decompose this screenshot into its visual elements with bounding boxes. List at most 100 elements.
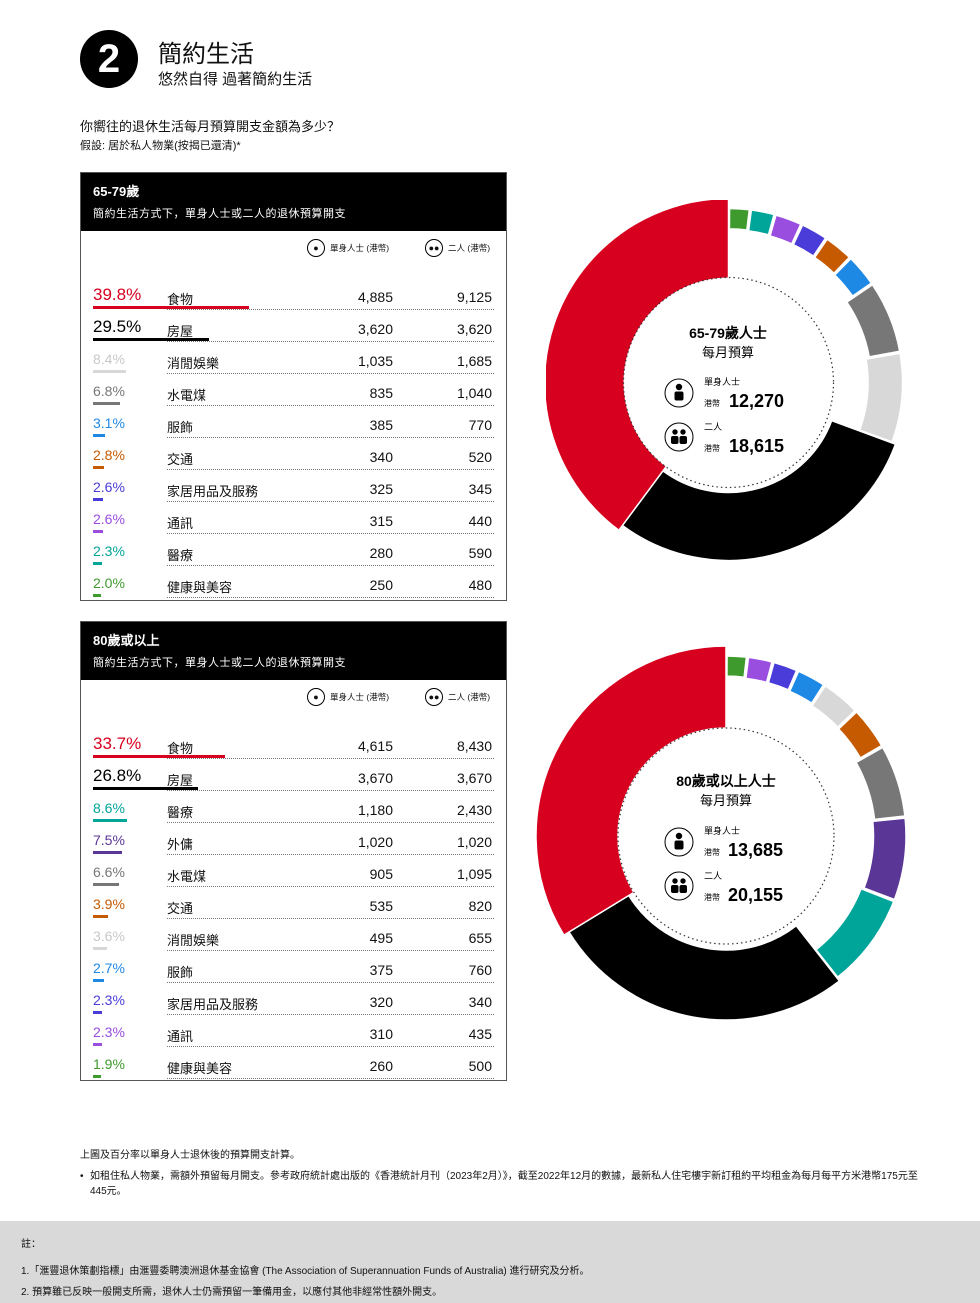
donut-center-title: 65-79歲人士 (689, 325, 767, 341)
row-couple-value: 345 (468, 481, 492, 497)
row-single-value: 250 (369, 577, 393, 593)
two-persons-icon: ●● (425, 239, 443, 257)
row-divider (167, 405, 494, 406)
row-category: 食物 (167, 292, 194, 307)
row-couple-value: 1,040 (456, 385, 492, 401)
donut-slice (837, 710, 883, 759)
row-share-bar (93, 498, 104, 501)
row-single-value: 385 (369, 417, 393, 433)
budget-rows: 33.7% 食物 4,615 8,430 26.8% 房屋 3,670 3,670 8.6% 醫療… (81, 728, 506, 1080)
row-percentage: 2.3% (93, 1024, 125, 1040)
row-divider (167, 469, 494, 470)
row-share-bar (93, 562, 102, 565)
currency-label: 港幣 (704, 398, 720, 408)
single-label: 單身人士 (704, 825, 740, 836)
table-row: 29.5% 房屋 3,620 3,620 (81, 311, 506, 343)
row-couple-value: 1,095 (456, 866, 492, 882)
single-total-value: 13,685 (728, 840, 783, 860)
row-category: 家居用品及服務 (167, 997, 259, 1012)
donut-slice (747, 209, 775, 236)
row-category: 健康與美容 (167, 580, 233, 595)
row-percentage: 7.5% (93, 832, 125, 848)
row-single-value: 340 (369, 449, 393, 465)
row-percentage: 6.6% (93, 864, 125, 880)
row-couple-value: 8,430 (456, 738, 492, 754)
row-percentage: 1.9% (93, 1056, 125, 1072)
footnote-2: 2. 預算雖已反映一般開支所需，退休人士仍需預留一筆備用金，以應付其他非經常性額… (21, 1287, 443, 1298)
row-category: 外傭 (167, 837, 194, 852)
row-divider (167, 982, 494, 983)
row-category: 水電煤 (167, 869, 207, 884)
rent-note: • 如租住私人物業，需額外預留每月開支。參考政府統計處出版的《香港統計月刊（20… (80, 1169, 920, 1199)
person-icon (674, 383, 684, 401)
row-couple-value: 340 (468, 994, 492, 1010)
donut-slice (769, 214, 802, 245)
row-divider (167, 918, 494, 919)
donut-slice (728, 207, 751, 231)
row-couple-value: 520 (468, 449, 492, 465)
two-persons-icon (671, 429, 687, 444)
column-label-couple: 二人 (港幣) (448, 692, 491, 702)
row-couple-value: 1,020 (456, 834, 492, 850)
table-row: 2.6% 通訊 315 440 (81, 503, 506, 535)
section-number-badge: 2 (80, 30, 138, 88)
row-share-bar (93, 402, 120, 405)
row-share-bar (93, 370, 126, 373)
single-person-total: 單身人士 港幣 13,685 (664, 825, 783, 860)
row-percentage: 26.8% (93, 766, 142, 785)
row-single-value: 1,020 (357, 834, 393, 850)
panel-title: 80歲或以上 (93, 633, 160, 648)
person-icon: ● (307, 239, 325, 257)
table-row: 2.8% 交通 340 520 (81, 439, 506, 471)
two-persons-icon (671, 878, 687, 893)
bullet-mark: • (80, 1171, 84, 1182)
single-total-value: 12,270 (729, 391, 784, 411)
row-couple-value: 1,685 (456, 353, 492, 369)
row-category: 房屋 (167, 773, 194, 788)
table-row: 3.6% 消閒娛樂 495 655 (81, 920, 506, 952)
currency-label: 港幣 (704, 443, 720, 453)
donut-slice (788, 670, 825, 705)
assumption-text: 假設: 居於私人物業(按揭已還清)* (80, 140, 241, 152)
currency-label: 港幣 (704, 892, 720, 902)
row-share-bar (93, 979, 104, 982)
panel-title: 65-79歲 (93, 184, 140, 199)
row-divider (167, 309, 494, 310)
row-divider (167, 501, 494, 502)
table-row: 2.0% 健康與美容 250 480 (81, 567, 506, 599)
row-percentage: 6.8% (93, 383, 125, 399)
row-share-bar (93, 851, 123, 854)
row-percentage: 2.3% (93, 992, 125, 1008)
person-icon: ● (307, 688, 325, 706)
row-couple-value: 770 (468, 417, 492, 433)
donut-slice (726, 655, 748, 679)
row-single-value: 1,035 (357, 353, 393, 369)
couple-total-value: 20,155 (728, 885, 783, 905)
row-share-bar (93, 1043, 102, 1046)
row-couple-value: 500 (468, 1058, 492, 1074)
row-category: 醫療 (167, 548, 194, 563)
row-couple-value: 480 (468, 577, 492, 593)
row-category: 通訊 (167, 1029, 194, 1044)
row-percentage: 2.0% (93, 575, 125, 591)
row-percentage: 39.8% (93, 285, 142, 304)
row-divider (167, 854, 494, 855)
donut-center-subtitle: 每月預算 (702, 345, 754, 360)
row-share-bar (93, 787, 199, 790)
column-header-single: ● 單身人士 (港幣) (307, 688, 389, 706)
row-divider (167, 341, 494, 342)
single-person-total: 單身人士 港幣 12,270 (664, 376, 784, 411)
row-divider (167, 437, 494, 438)
row-divider (167, 822, 494, 823)
row-category: 服飾 (167, 965, 194, 980)
row-category: 水電煤 (167, 388, 207, 403)
row-share-bar (93, 947, 108, 950)
row-single-value: 3,670 (357, 770, 393, 786)
row-single-value: 835 (369, 385, 393, 401)
row-percentage: 8.4% (93, 351, 125, 367)
row-percentage: 2.7% (93, 960, 125, 976)
row-share-bar (93, 466, 104, 469)
row-single-value: 310 (369, 1026, 393, 1042)
row-single-value: 3,620 (357, 321, 393, 337)
column-header-single: ● 單身人士 (港幣) (307, 239, 389, 257)
